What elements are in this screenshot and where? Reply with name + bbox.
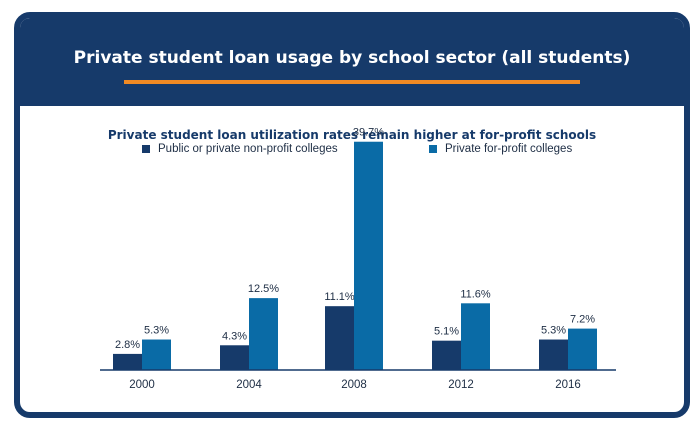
legend-label-nonprofit: Public or private non-profit colleges (158, 143, 338, 155)
bar-forprofit-2004 (249, 298, 278, 370)
x-tick-label-2012: 2012 (448, 379, 474, 391)
page-title: Private student loan usage by school sec… (73, 48, 631, 68)
bar-forprofit-2016 (568, 328, 597, 370)
bar-nonprofit-2012 (432, 340, 461, 370)
bar-forprofit-2008 (354, 141, 383, 370)
title-underline (124, 80, 580, 84)
data-label-nonprofit-2008: 11.1% (324, 291, 355, 303)
bar-forprofit-2012 (461, 303, 490, 370)
chart-subtitle: Private student loan utilization rates r… (107, 128, 597, 142)
data-label-forprofit-2008: 39.7% (353, 127, 384, 139)
data-label-nonprofit-2004: 4.3% (222, 330, 247, 342)
legend-swatch-nonprofit (142, 145, 150, 153)
data-label-nonprofit-2016: 5.3% (541, 325, 566, 337)
data-label-forprofit-2012: 11.6% (460, 288, 491, 300)
data-label-nonprofit-2000: 2.8% (115, 339, 140, 351)
data-label-nonprofit-2012: 5.1% (434, 326, 459, 338)
x-tick-label-2000: 2000 (129, 379, 155, 391)
data-label-forprofit-2000: 5.3% (144, 325, 169, 337)
header-band: Private student loan usage by school sec… (20, 18, 684, 106)
bar-nonprofit-2004 (220, 345, 249, 370)
legend-label-forprofit: Private for-profit colleges (445, 143, 573, 155)
data-label-forprofit-2016: 7.2% (570, 314, 595, 326)
legend-item-forprofit: Private for-profit colleges (429, 143, 572, 155)
x-tick-label-2008: 2008 (341, 379, 367, 391)
legend-swatch-forprofit (429, 145, 437, 153)
bar-nonprofit-2008 (325, 306, 354, 370)
bar-nonprofit-2016 (539, 339, 568, 370)
x-tick-label-2016: 2016 (555, 379, 581, 391)
data-label-forprofit-2004: 12.5% (248, 283, 279, 295)
bar-nonprofit-2000 (113, 353, 142, 370)
bar-forprofit-2000 (142, 339, 171, 370)
x-tick-label-2004: 2004 (236, 379, 262, 391)
legend-item-nonprofit: Public or private non-profit colleges (142, 143, 338, 155)
